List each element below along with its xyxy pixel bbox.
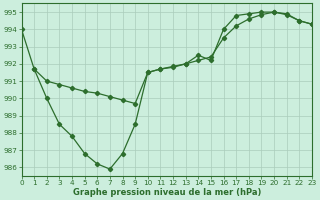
X-axis label: Graphe pression niveau de la mer (hPa): Graphe pression niveau de la mer (hPa) <box>73 188 261 197</box>
